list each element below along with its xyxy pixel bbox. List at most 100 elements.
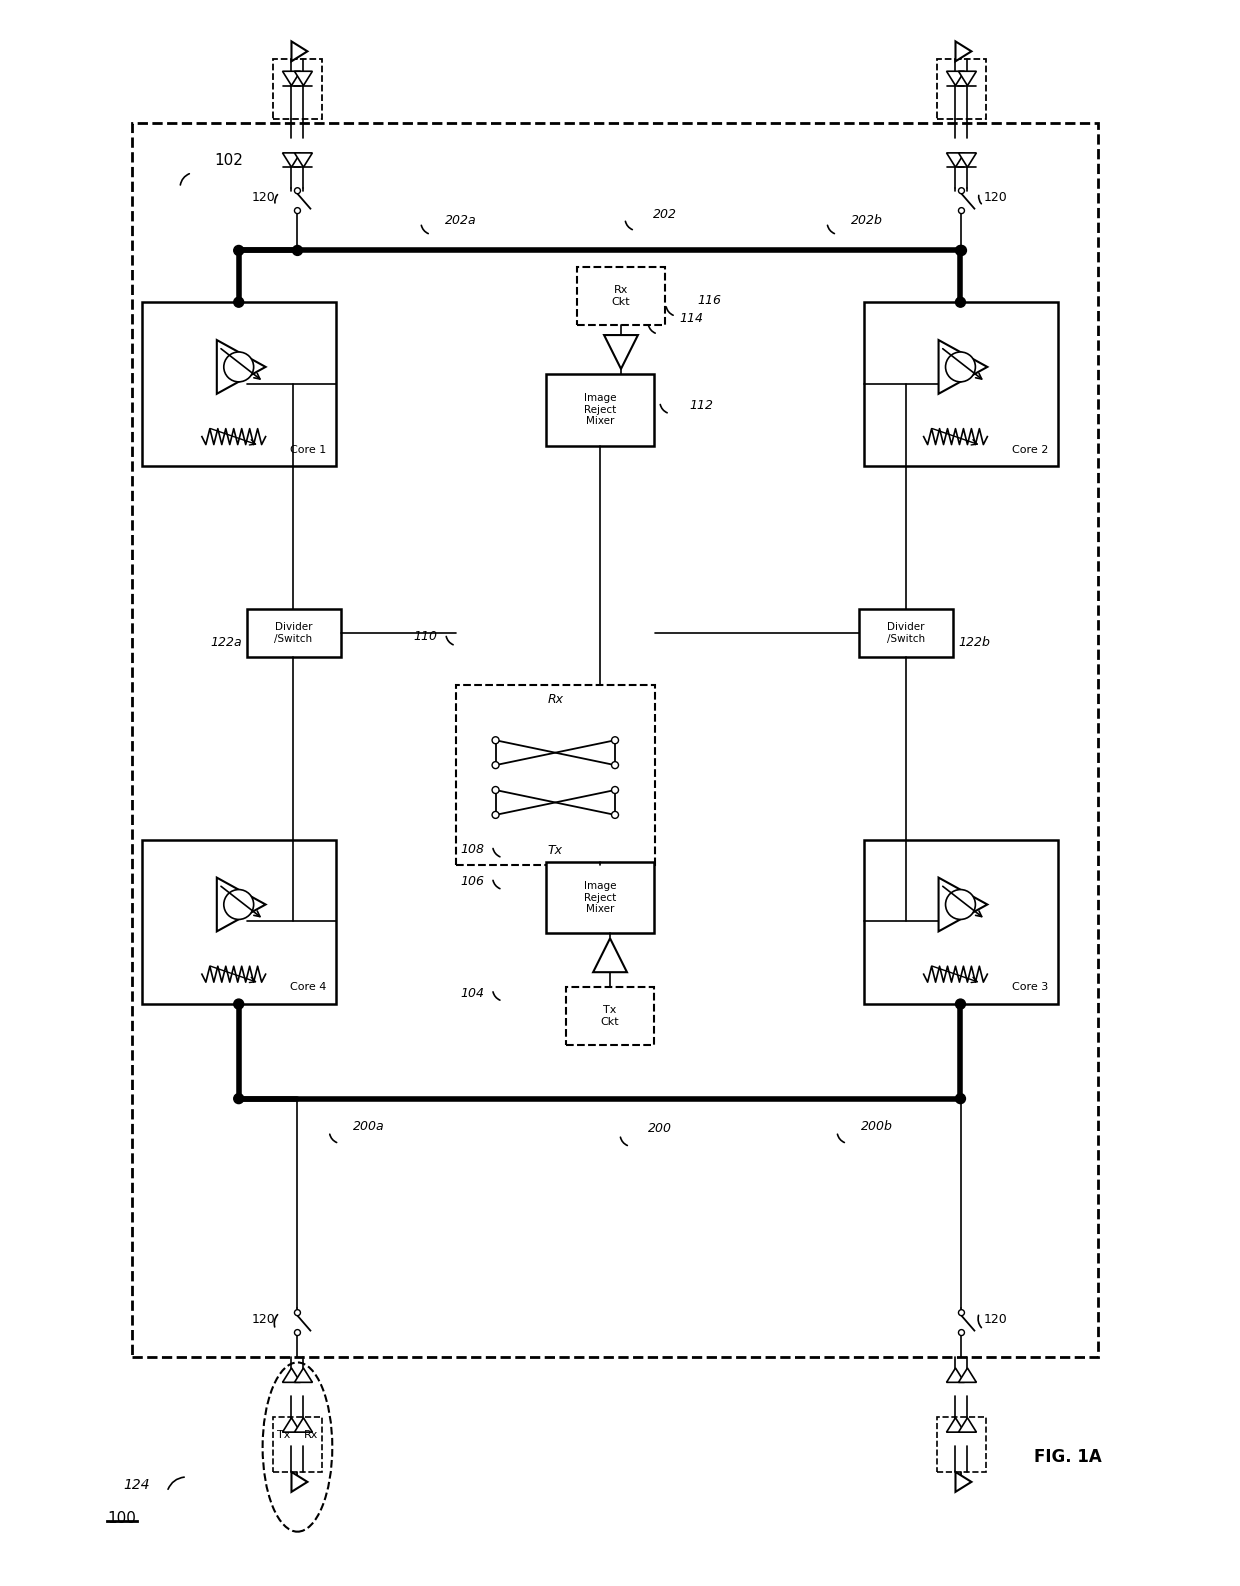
Text: 108: 108 bbox=[460, 844, 485, 856]
Polygon shape bbox=[217, 339, 265, 393]
Bar bbox=[456, 685, 655, 864]
Text: Core 2: Core 2 bbox=[1012, 444, 1048, 455]
Circle shape bbox=[233, 246, 244, 255]
Text: Core 1: Core 1 bbox=[290, 444, 326, 455]
Polygon shape bbox=[593, 939, 627, 972]
Polygon shape bbox=[283, 152, 300, 167]
Text: 120: 120 bbox=[252, 192, 275, 205]
Text: 122a: 122a bbox=[210, 636, 242, 649]
Polygon shape bbox=[604, 335, 637, 370]
Bar bbox=[567, 986, 653, 1045]
Polygon shape bbox=[956, 41, 971, 62]
Text: Core 4: Core 4 bbox=[290, 982, 326, 993]
Circle shape bbox=[294, 187, 300, 193]
Text: Divider
/Switch: Divider /Switch bbox=[274, 622, 312, 644]
Circle shape bbox=[611, 787, 619, 793]
Text: Divider
/Switch: Divider /Switch bbox=[887, 622, 925, 644]
Text: 122b: 122b bbox=[959, 636, 991, 649]
Circle shape bbox=[959, 1310, 965, 1316]
Text: 120: 120 bbox=[983, 1313, 1007, 1326]
Polygon shape bbox=[283, 1369, 300, 1383]
Text: 124: 124 bbox=[124, 1478, 150, 1492]
Circle shape bbox=[233, 297, 244, 308]
Circle shape bbox=[956, 246, 966, 255]
Circle shape bbox=[233, 1094, 244, 1104]
Text: 116: 116 bbox=[698, 293, 722, 306]
Circle shape bbox=[611, 737, 619, 744]
Text: Tx: Tx bbox=[277, 1431, 290, 1440]
Circle shape bbox=[492, 761, 498, 769]
Circle shape bbox=[959, 208, 965, 214]
Bar bbox=[936, 59, 986, 119]
Polygon shape bbox=[946, 1369, 965, 1383]
Text: 202a: 202a bbox=[445, 214, 476, 227]
Text: 200b: 200b bbox=[861, 1120, 893, 1132]
Bar bbox=[273, 1418, 322, 1472]
Bar bbox=[577, 268, 665, 325]
Circle shape bbox=[492, 787, 498, 793]
Circle shape bbox=[956, 1094, 966, 1104]
Bar bbox=[864, 303, 1058, 466]
Circle shape bbox=[956, 246, 966, 255]
Text: Tx: Tx bbox=[548, 844, 563, 858]
Text: FIG. 1A: FIG. 1A bbox=[1034, 1448, 1102, 1465]
Polygon shape bbox=[956, 1472, 971, 1492]
Bar bbox=[936, 1418, 986, 1472]
Bar bbox=[273, 59, 322, 119]
Text: 202: 202 bbox=[652, 208, 677, 220]
Text: 100: 100 bbox=[108, 1511, 136, 1526]
Text: 102: 102 bbox=[213, 154, 243, 168]
Circle shape bbox=[294, 208, 300, 214]
Bar bbox=[547, 374, 653, 446]
Text: Core 3: Core 3 bbox=[1012, 982, 1048, 993]
Bar bbox=[143, 841, 336, 1004]
Circle shape bbox=[294, 1329, 300, 1335]
Polygon shape bbox=[294, 1418, 312, 1432]
Bar bbox=[247, 609, 341, 657]
Polygon shape bbox=[291, 1472, 308, 1492]
Text: 104: 104 bbox=[460, 986, 485, 999]
Circle shape bbox=[223, 352, 254, 382]
Circle shape bbox=[233, 999, 244, 1009]
Bar bbox=[547, 861, 653, 934]
Text: 112: 112 bbox=[689, 400, 714, 412]
Polygon shape bbox=[946, 1418, 965, 1432]
Polygon shape bbox=[946, 71, 965, 86]
Circle shape bbox=[611, 812, 619, 818]
Circle shape bbox=[492, 737, 498, 744]
Bar bbox=[143, 303, 336, 466]
Polygon shape bbox=[294, 1369, 312, 1383]
Polygon shape bbox=[283, 71, 300, 86]
Circle shape bbox=[946, 352, 976, 382]
Polygon shape bbox=[291, 41, 308, 62]
Circle shape bbox=[956, 297, 966, 308]
Circle shape bbox=[294, 1310, 300, 1316]
Bar bbox=[864, 841, 1058, 1004]
Polygon shape bbox=[959, 1418, 976, 1432]
Circle shape bbox=[611, 761, 619, 769]
Polygon shape bbox=[959, 152, 976, 167]
Text: Rx: Rx bbox=[304, 1431, 319, 1440]
Circle shape bbox=[223, 890, 254, 920]
Text: 106: 106 bbox=[460, 875, 485, 888]
Polygon shape bbox=[939, 339, 987, 393]
Text: Image
Reject
Mixer: Image Reject Mixer bbox=[584, 880, 616, 914]
Circle shape bbox=[492, 812, 498, 818]
Polygon shape bbox=[959, 71, 976, 86]
Bar bbox=[859, 609, 954, 657]
Text: 114: 114 bbox=[680, 311, 704, 325]
Text: 120: 120 bbox=[252, 1313, 275, 1326]
Text: 200: 200 bbox=[647, 1121, 672, 1136]
Circle shape bbox=[959, 1329, 965, 1335]
Circle shape bbox=[946, 890, 976, 920]
Polygon shape bbox=[294, 152, 312, 167]
Text: 120: 120 bbox=[983, 192, 1007, 205]
Polygon shape bbox=[939, 877, 987, 931]
Text: 202b: 202b bbox=[851, 214, 883, 227]
Text: Image
Reject
Mixer: Image Reject Mixer bbox=[584, 393, 616, 427]
Polygon shape bbox=[217, 877, 265, 931]
Text: Tx
Ckt: Tx Ckt bbox=[600, 1006, 619, 1026]
Circle shape bbox=[956, 999, 966, 1009]
Text: Rx
Ckt: Rx Ckt bbox=[611, 285, 630, 308]
Circle shape bbox=[293, 246, 303, 255]
